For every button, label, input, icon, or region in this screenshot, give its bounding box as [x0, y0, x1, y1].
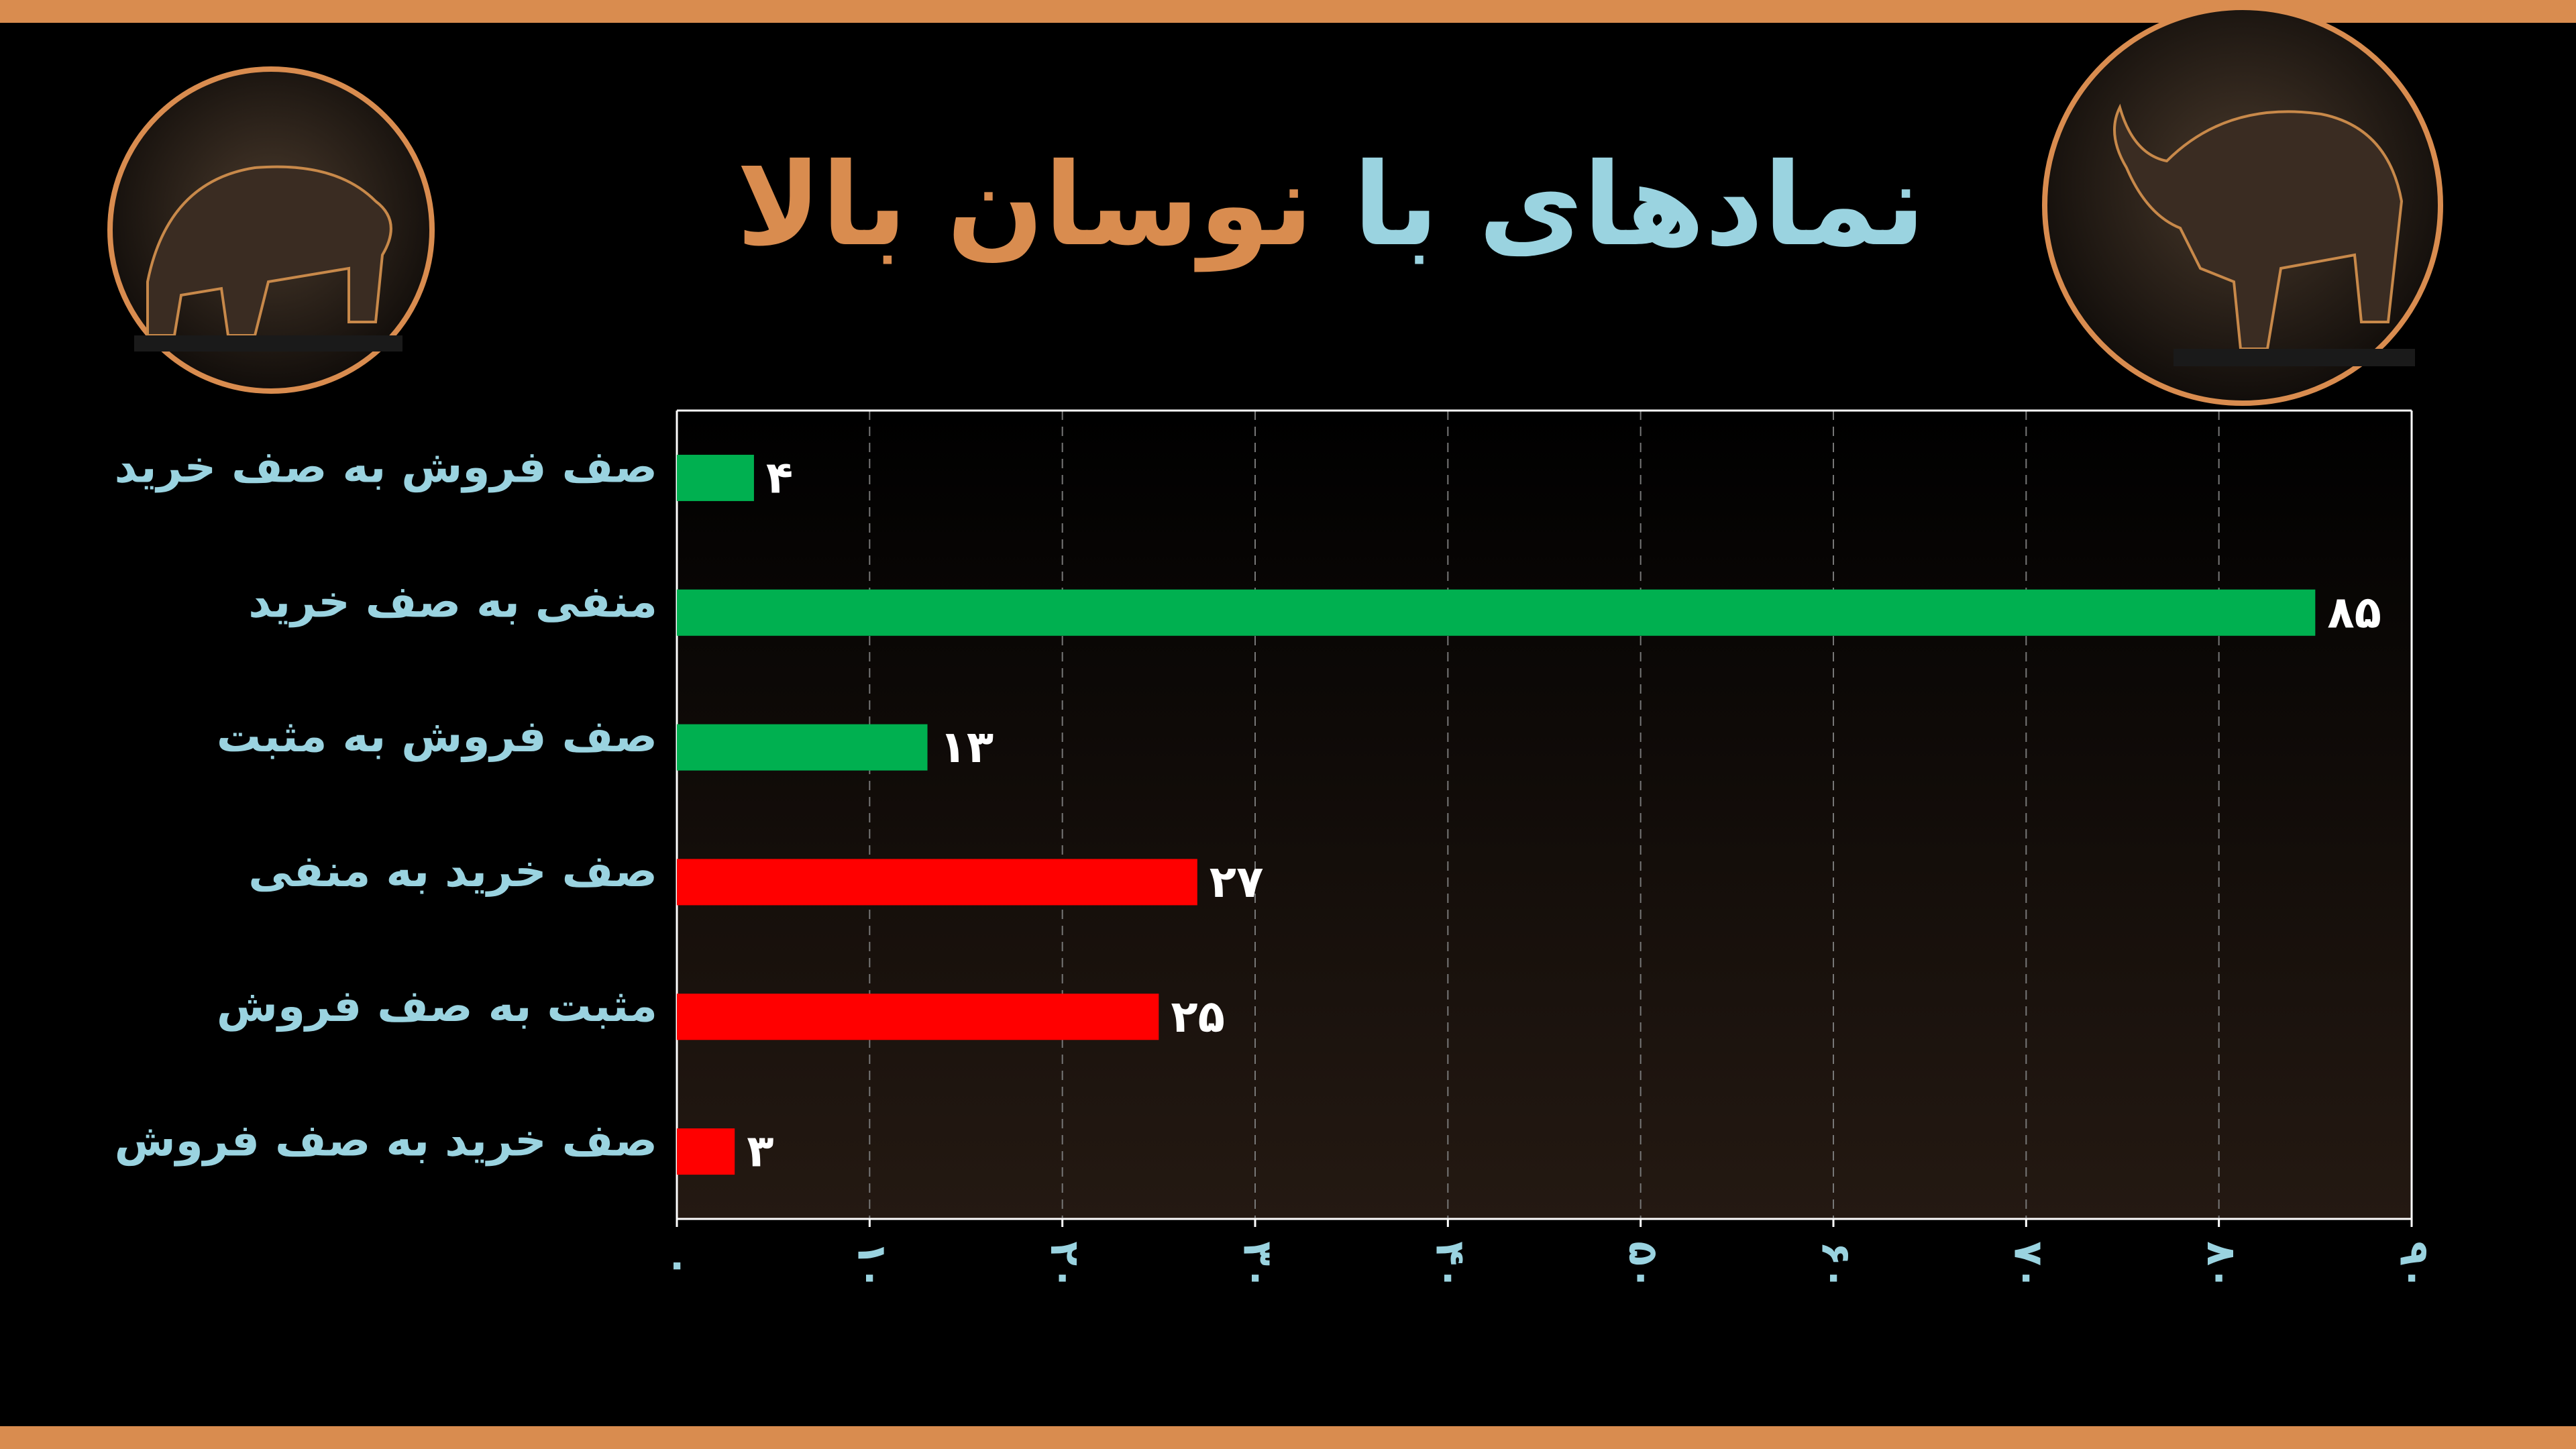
value-label: ۲۵	[1171, 991, 1225, 1042]
chart-title: نمادهای با نوسان بالا	[737, 139, 1925, 272]
bar	[677, 454, 754, 501]
bull-image	[2042, 5, 2443, 406]
top-band	[0, 0, 2576, 23]
x-tick-label: ۷۰	[2005, 1241, 2052, 1290]
bear-image	[107, 66, 435, 394]
x-tick-label: ۶۰	[1812, 1241, 1859, 1290]
value-label: ۸۵	[2327, 586, 2381, 638]
bar	[677, 859, 1197, 906]
x-tick-label: ۸۰	[2198, 1241, 2245, 1290]
y-tick-label: منفی به صف خرید	[248, 576, 657, 627]
value-label: ۲۷	[1210, 856, 1264, 908]
x-tick-label: ۹۰	[2390, 1241, 2437, 1290]
x-tick-label: ۲۰	[1041, 1241, 1088, 1290]
plot-area	[677, 411, 2412, 1219]
bar	[677, 724, 928, 771]
y-tick-label: صف خرید به صف فروش	[115, 1115, 657, 1167]
y-tick-label: صف فروش به مثبت	[217, 710, 657, 763]
y-tick-label: مثبت به صف فروش	[217, 980, 657, 1032]
title-highlight: نوسان بالا	[737, 139, 1313, 272]
x-tick-label: ۵۰	[1619, 1241, 1666, 1290]
y-tick-label: صف خرید به منفی	[248, 845, 657, 897]
title-main: نمادهای با	[1353, 139, 1925, 272]
value-label: ۳	[747, 1126, 773, 1177]
bar	[677, 589, 2316, 636]
x-tick-label: ۴۰	[1427, 1241, 1474, 1290]
y-tick-label: صف فروش به صف خرید	[115, 441, 657, 493]
x-tick-label: ۰	[655, 1254, 702, 1279]
x-tick-label: ۳۰	[1234, 1241, 1281, 1290]
bar	[677, 1128, 735, 1175]
value-label: ۴	[766, 451, 793, 503]
value-label: ۱۳	[940, 721, 994, 773]
x-tick-label: ۱۰	[849, 1241, 896, 1290]
bottom-band	[0, 1426, 2576, 1449]
bar	[677, 994, 1159, 1040]
